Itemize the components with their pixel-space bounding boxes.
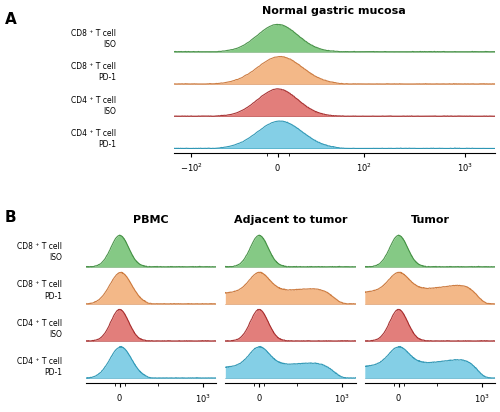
Title: Adjacent to tumor: Adjacent to tumor [234, 215, 347, 225]
Text: CD4 ⁺ T cell
PD-1: CD4 ⁺ T cell PD-1 [70, 129, 116, 149]
Text: CD8 ⁺ T cell
ISO: CD8 ⁺ T cell ISO [71, 29, 116, 49]
Text: CD4 ⁺ T cell
ISO: CD4 ⁺ T cell ISO [70, 96, 116, 116]
Title: PBMC: PBMC [133, 215, 169, 225]
Text: B: B [5, 210, 16, 225]
Text: CD4 ⁺ T cell
PD-1: CD4 ⁺ T cell PD-1 [18, 357, 62, 377]
Text: CD8 ⁺ T cell
PD-1: CD8 ⁺ T cell PD-1 [71, 62, 116, 82]
Title: Tumor: Tumor [410, 215, 450, 225]
Text: CD8 ⁺ T cell
PD-1: CD8 ⁺ T cell PD-1 [18, 281, 62, 301]
Text: A: A [5, 12, 17, 27]
Title: Normal gastric mucosa: Normal gastric mucosa [262, 6, 406, 16]
Text: CD8 ⁺ T cell
ISO: CD8 ⁺ T cell ISO [18, 242, 62, 262]
Text: CD4 ⁺ T cell
ISO: CD4 ⁺ T cell ISO [18, 319, 62, 339]
